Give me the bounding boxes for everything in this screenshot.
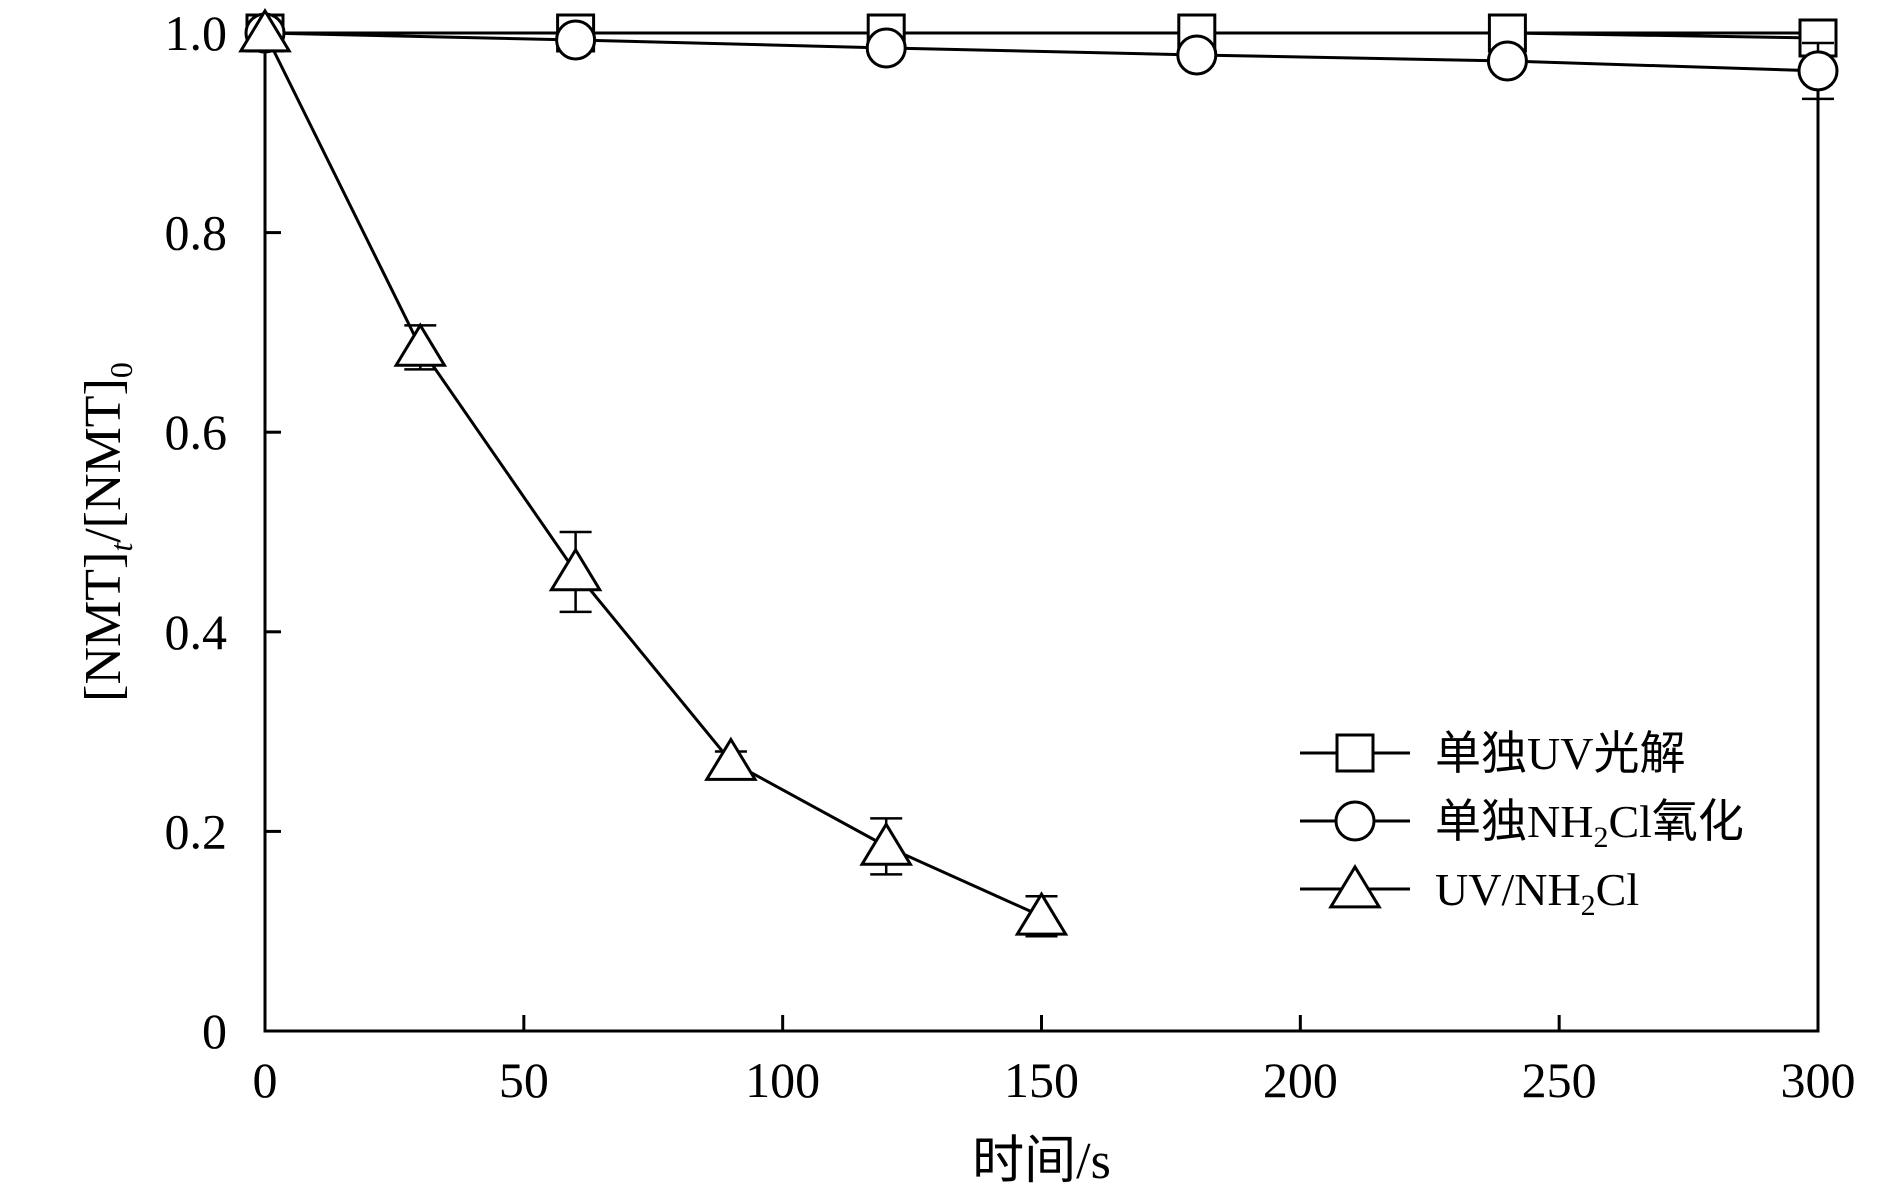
data-point-circle — [555, 19, 597, 61]
data-point-triangle — [238, 8, 292, 53]
series-circle — [244, 12, 1839, 101]
plot-border — [263, 31, 1820, 1033]
data-point-triangle — [859, 821, 914, 866]
data-point-circle — [865, 27, 907, 69]
y-tick-label: 0.4 — [165, 604, 228, 660]
y-tick-label: 0 — [202, 1003, 227, 1059]
data-point-triangle — [704, 736, 758, 781]
data-point-triangle — [548, 546, 603, 592]
y-tick-label: 0.6 — [165, 404, 228, 460]
legend-item-triangle: UV/NH2Cl — [1300, 864, 1639, 922]
legend-item-circle: 单独NH2Cl氧化 — [1300, 796, 1744, 854]
data-point-triangle — [1014, 891, 1069, 936]
legend-item-square: 单独UV光解 — [1300, 728, 1685, 779]
y-tick-label: 0.2 — [165, 803, 228, 859]
series-layer — [238, 8, 1839, 938]
x-tick-label: 300 — [1781, 1052, 1856, 1108]
y-axis: 0 0.2 0.4 0.6 0.8 1.0 — [165, 5, 281, 1059]
x-tick-label: 250 — [1522, 1052, 1597, 1108]
legend-marker-triangle — [1328, 864, 1382, 909]
x-tick-label: 100 — [745, 1052, 820, 1108]
y-tick-label: 0.8 — [165, 205, 228, 261]
series-line — [264, 31, 1819, 73]
plot-frame — [263, 31, 1820, 1033]
legend-label: 单独UV光解 — [1435, 728, 1685, 779]
series-square — [245, 13, 1838, 58]
data-point-triangle — [393, 322, 448, 367]
data-point-square — [1798, 18, 1838, 58]
y-axis-title: [NMT]t/[NMT]0 — [75, 362, 139, 702]
x-axis-title: 时间/s — [972, 1133, 1111, 1190]
data-point-circle — [1797, 50, 1839, 92]
y-tick-label: 1.0 — [165, 5, 228, 61]
series-triangle — [238, 8, 1069, 938]
legend-label: UV/NH2Cl — [1435, 864, 1639, 922]
data-point-circle — [1486, 40, 1528, 82]
x-tick-label: 150 — [1004, 1052, 1079, 1108]
data-point-circle — [1176, 34, 1218, 76]
x-axis: 0 50 100 150 200 250 300 — [253, 1015, 1856, 1108]
legend-marker-square — [1335, 733, 1375, 773]
series-line — [263, 32, 1043, 918]
series-line — [265, 31, 1819, 40]
legend-marker-circle — [1334, 800, 1376, 842]
x-tick-label: 50 — [499, 1052, 549, 1108]
x-tick-label: 0 — [253, 1052, 278, 1108]
legend-label: 单独NH2Cl氧化 — [1435, 796, 1744, 854]
x-tick-label: 200 — [1263, 1052, 1338, 1108]
